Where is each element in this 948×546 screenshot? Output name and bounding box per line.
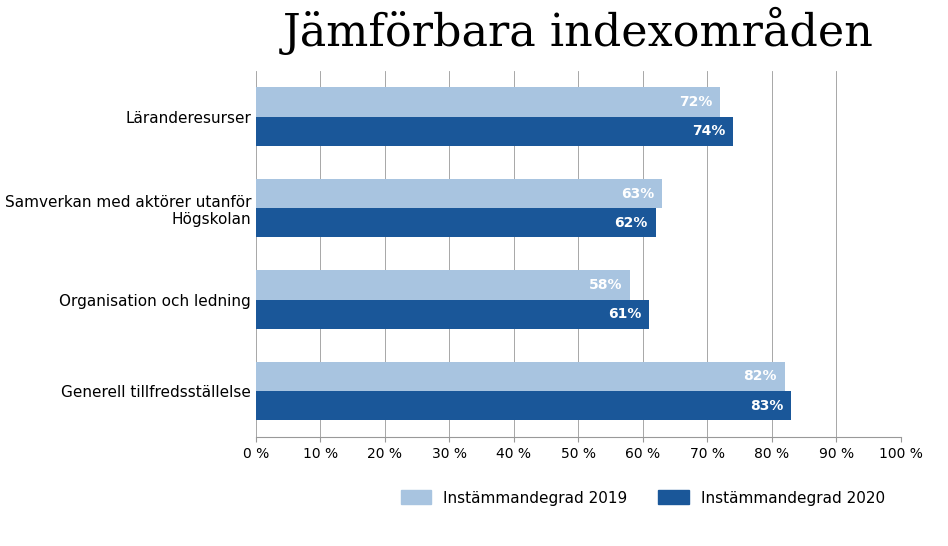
Text: 83%: 83% — [750, 399, 783, 413]
Legend: Instämmandegrad 2019, Instämmandegrad 2020: Instämmandegrad 2019, Instämmandegrad 20… — [394, 484, 891, 512]
Bar — [256, 270, 629, 300]
Bar — [256, 208, 656, 238]
Bar — [256, 391, 791, 420]
Bar — [256, 87, 720, 117]
Bar — [256, 117, 733, 146]
Text: 72%: 72% — [679, 95, 712, 109]
Text: 82%: 82% — [743, 370, 776, 383]
Text: 63%: 63% — [621, 187, 654, 200]
Text: 74%: 74% — [692, 124, 725, 138]
Bar — [256, 179, 662, 208]
Bar — [256, 300, 649, 329]
Text: 61%: 61% — [608, 307, 642, 321]
Title: Jämförbara indexområden: Jämförbara indexområden — [283, 7, 874, 55]
Text: 62%: 62% — [614, 216, 647, 230]
Bar — [256, 362, 785, 391]
Text: 58%: 58% — [589, 278, 622, 292]
